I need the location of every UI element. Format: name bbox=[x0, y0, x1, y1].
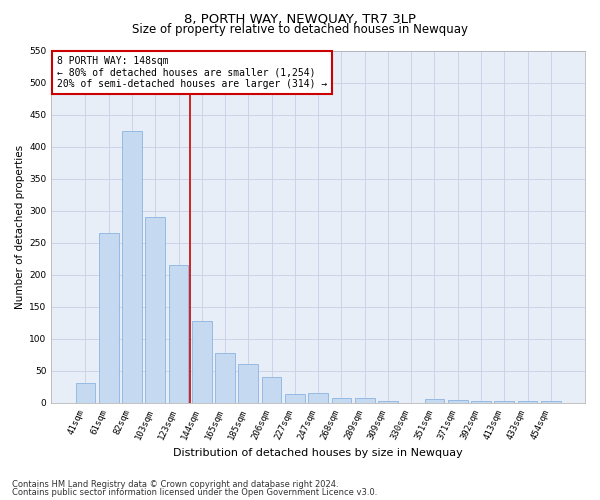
Text: Size of property relative to detached houses in Newquay: Size of property relative to detached ho… bbox=[132, 22, 468, 36]
Y-axis label: Number of detached properties: Number of detached properties bbox=[15, 145, 25, 309]
Bar bbox=[122, 131, 142, 402]
Text: 8 PORTH WAY: 148sqm
← 80% of detached houses are smaller (1,254)
20% of semi-det: 8 PORTH WAY: 148sqm ← 80% of detached ho… bbox=[56, 56, 327, 90]
Bar bbox=[238, 364, 258, 403]
Text: Contains public sector information licensed under the Open Government Licence v3: Contains public sector information licen… bbox=[12, 488, 377, 497]
Text: Contains HM Land Registry data © Crown copyright and database right 2024.: Contains HM Land Registry data © Crown c… bbox=[12, 480, 338, 489]
Bar bbox=[215, 354, 235, 403]
Bar bbox=[145, 217, 165, 402]
Bar bbox=[76, 384, 95, 402]
Bar bbox=[308, 393, 328, 402]
Bar bbox=[448, 400, 467, 402]
Bar bbox=[425, 400, 445, 402]
Bar bbox=[169, 265, 188, 402]
X-axis label: Distribution of detached houses by size in Newquay: Distribution of detached houses by size … bbox=[173, 448, 463, 458]
Text: 8, PORTH WAY, NEWQUAY, TR7 3LP: 8, PORTH WAY, NEWQUAY, TR7 3LP bbox=[184, 12, 416, 26]
Bar bbox=[192, 321, 212, 402]
Bar bbox=[332, 398, 352, 402]
Bar bbox=[99, 233, 119, 402]
Bar bbox=[285, 394, 305, 402]
Bar bbox=[355, 398, 374, 402]
Bar bbox=[262, 377, 281, 402]
